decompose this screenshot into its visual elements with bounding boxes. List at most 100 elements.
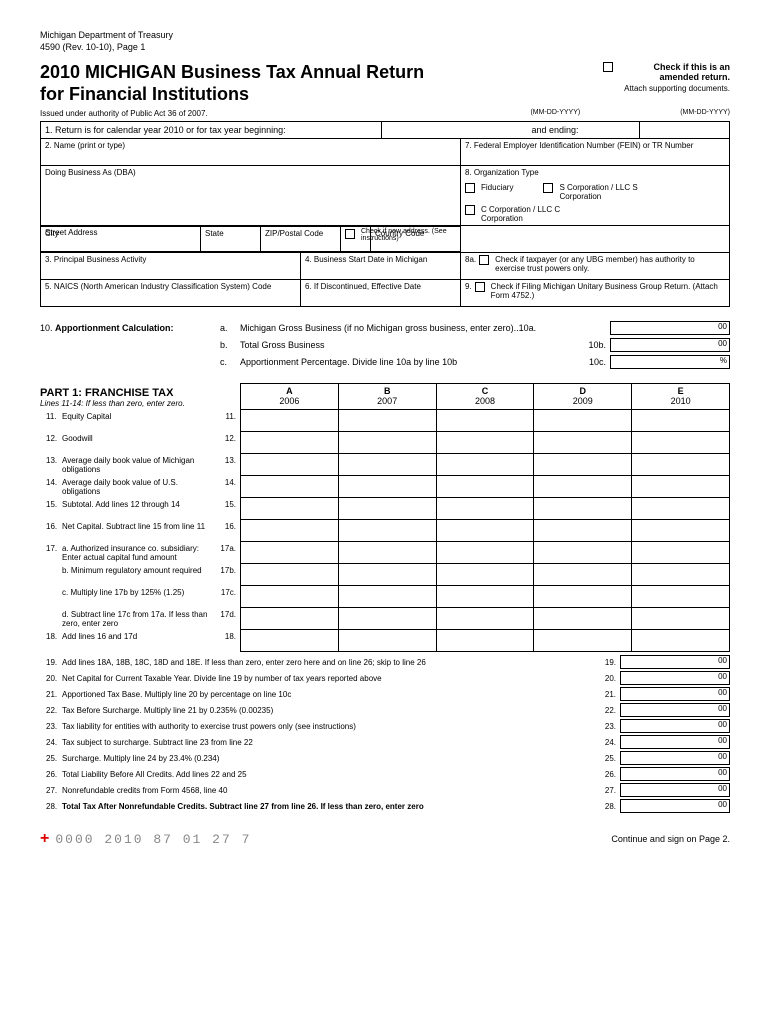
tax-cell-input[interactable] <box>533 564 631 586</box>
country-field[interactable]: Country Code <box>371 226 461 252</box>
state-field[interactable]: State <box>201 226 261 252</box>
tax-cell-input[interactable] <box>631 454 730 476</box>
activity-field[interactable]: 3. Principal Business Activity <box>41 253 301 279</box>
bline-input[interactable]: 00 <box>620 703 730 717</box>
tax-cell-input[interactable] <box>631 520 730 542</box>
scorp-checkbox[interactable] <box>543 183 553 193</box>
tax-cell-input[interactable] <box>240 432 338 454</box>
bline-input[interactable]: 00 <box>620 783 730 797</box>
tax-cell-input[interactable] <box>533 542 631 564</box>
tax-cell-input[interactable] <box>240 586 338 608</box>
tax-cell-input[interactable] <box>338 432 436 454</box>
city-field[interactable]: City <box>41 226 201 252</box>
tax-cell-input[interactable] <box>436 476 534 498</box>
tax-cell-input[interactable] <box>533 608 631 630</box>
tax-cell-input[interactable] <box>631 432 730 454</box>
tax-cell-input[interactable] <box>436 410 534 432</box>
s10a-input[interactable]: 00 <box>610 321 730 335</box>
tax-cell-input[interactable] <box>338 476 436 498</box>
tax-cell-input[interactable] <box>533 520 631 542</box>
ccorp-label: C Corporation / LLC C Corporation <box>481 205 571 223</box>
amended-checkbox[interactable] <box>603 62 613 72</box>
tax-cell-input[interactable] <box>338 564 436 586</box>
tax-cell-input[interactable] <box>436 542 534 564</box>
fein-field[interactable]: 7. Federal Employer Identification Numbe… <box>461 139 729 165</box>
tax-year-end-input[interactable] <box>639 122 729 138</box>
tax-cell-input[interactable] <box>631 630 730 652</box>
tax-cell-input[interactable] <box>631 586 730 608</box>
8a-checkbox[interactable] <box>479 255 489 265</box>
tax-cell-input[interactable] <box>436 454 534 476</box>
tax-cell-input[interactable] <box>436 432 534 454</box>
bline-input[interactable]: 00 <box>620 719 730 733</box>
tax-cell-input[interactable] <box>631 564 730 586</box>
s10b-text: Total Gross Business <box>240 340 325 350</box>
bline-input[interactable]: 00 <box>620 751 730 765</box>
ccorp-checkbox[interactable] <box>465 205 475 215</box>
tax-cell-input[interactable] <box>338 630 436 652</box>
tax-cell-input[interactable] <box>533 630 631 652</box>
tax-row: d. Subtract line 17c from 17a. If less t… <box>40 608 730 630</box>
tax-cell-input[interactable] <box>533 476 631 498</box>
tax-cell-input[interactable] <box>240 608 338 630</box>
tax-cell-input[interactable] <box>631 498 730 520</box>
tax-cell-input[interactable] <box>338 454 436 476</box>
tax-cell-input[interactable] <box>240 542 338 564</box>
attach-note: Attach supporting documents. <box>603 84 730 93</box>
dba-field[interactable]: Doing Business As (DBA) <box>41 166 461 225</box>
tax-cell-input[interactable] <box>436 586 534 608</box>
s10b-letter: b. <box>220 340 240 350</box>
tax-cell-input[interactable] <box>533 432 631 454</box>
tax-cell-input[interactable] <box>533 454 631 476</box>
bline-input[interactable]: 00 <box>620 799 730 813</box>
s10c-input[interactable]: % <box>610 355 730 369</box>
tax-cell-input[interactable] <box>436 520 534 542</box>
issued-authority: Issued under authority of Public Act 36 … <box>40 109 208 118</box>
tax-cell-input[interactable] <box>631 476 730 498</box>
form-title-1: 2010 MICHIGAN Business Tax Annual Return <box>40 62 424 84</box>
bline-input[interactable]: 00 <box>620 687 730 701</box>
tax-cell-input[interactable] <box>436 630 534 652</box>
amended-label: Check if this is an amended return. <box>620 62 730 82</box>
naics-field[interactable]: 5. NAICS (North American Industry Classi… <box>41 280 301 306</box>
tax-cell-input[interactable] <box>436 564 534 586</box>
tax-row: 15.Subtotal. Add lines 12 through 1415. <box>40 498 730 520</box>
bline-input[interactable]: 00 <box>620 671 730 685</box>
tax-cell-input[interactable] <box>338 410 436 432</box>
tax-row: 17.a. Authorized insurance co. subsidiar… <box>40 542 730 564</box>
tax-cell-input[interactable] <box>533 410 631 432</box>
tax-cell-input[interactable] <box>436 498 534 520</box>
tax-cell-input[interactable] <box>240 498 338 520</box>
tax-row: 11.Equity Capital11. <box>40 410 730 432</box>
bline-input[interactable]: 00 <box>620 767 730 781</box>
tax-cell-input[interactable] <box>631 410 730 432</box>
name-field[interactable]: 2. Name (print or type) <box>41 139 461 165</box>
tax-cell-input[interactable] <box>240 454 338 476</box>
tax-cell-input[interactable] <box>631 608 730 630</box>
tax-cell-input[interactable] <box>338 608 436 630</box>
tax-row: 12.Goodwill12. <box>40 432 730 454</box>
9-checkbox[interactable] <box>475 282 485 292</box>
tax-cell-input[interactable] <box>436 608 534 630</box>
tax-cell-input[interactable] <box>533 586 631 608</box>
tax-cell-input[interactable] <box>240 520 338 542</box>
tax-cell-input[interactable] <box>533 498 631 520</box>
zip-field[interactable]: ZIP/Postal Code <box>261 226 371 252</box>
s10b-input[interactable]: 00 <box>610 338 730 352</box>
tax-row: 13.Average daily book value of Michigan … <box>40 454 730 476</box>
bline-input[interactable]: 00 <box>620 735 730 749</box>
bline-input[interactable]: 00 <box>620 655 730 669</box>
tax-cell-input[interactable] <box>338 586 436 608</box>
tax-cell-input[interactable] <box>240 630 338 652</box>
tax-cell-input[interactable] <box>240 410 338 432</box>
tax-cell-input[interactable] <box>338 542 436 564</box>
tax-cell-input[interactable] <box>338 498 436 520</box>
tax-year-begin-input[interactable] <box>381 122 471 138</box>
fiduciary-checkbox[interactable] <box>465 183 475 193</box>
start-date-field[interactable]: 4. Business Start Date in Michigan <box>301 253 461 279</box>
discontinued-field[interactable]: 6. If Discontinued, Effective Date <box>301 280 461 306</box>
tax-cell-input[interactable] <box>240 564 338 586</box>
tax-cell-input[interactable] <box>631 542 730 564</box>
tax-cell-input[interactable] <box>240 476 338 498</box>
tax-cell-input[interactable] <box>338 520 436 542</box>
